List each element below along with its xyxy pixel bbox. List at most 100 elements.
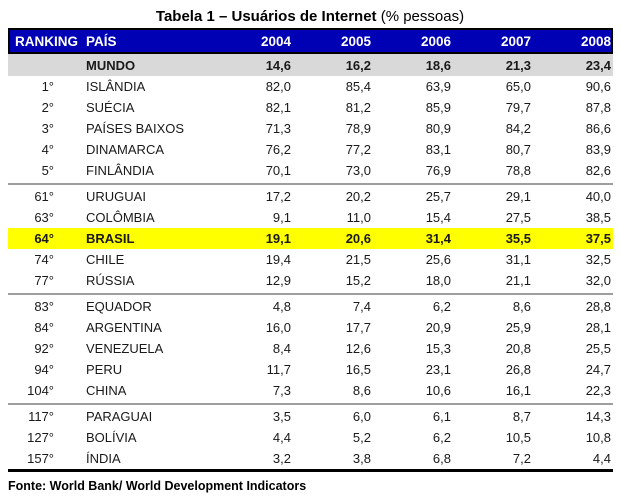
cell-value-2006: 6,8 (432, 451, 451, 466)
cell-value-2008: 40,0 (585, 189, 611, 204)
cell-country: MUNDO (86, 57, 136, 73)
table-row: 61° URUGUAI 17,2 20,2 25,7 29,1 40,0 (8, 186, 613, 207)
cell-value-2006: 18,6 (425, 57, 451, 73)
cell-country: EQUADOR (86, 299, 152, 314)
cell-value-2006: 83,1 (425, 142, 451, 157)
table-bottom-border (8, 469, 613, 472)
cell-ranking: 74° (34, 252, 54, 267)
cell-value-2006: 6,1 (432, 409, 451, 424)
cell-value-2004: 9,1 (272, 210, 291, 225)
column-header-ranking: RANKING (15, 33, 78, 49)
cell-country: FINLÂNDIA (86, 163, 154, 178)
cell-value-2004: 4,8 (272, 299, 291, 314)
table-row: 5° FINLÂNDIA 70,1 73,0 76,9 78,8 82,6 (8, 160, 613, 181)
cell-value-2004: 82,0 (265, 79, 291, 94)
cell-value-2008: 87,8 (585, 100, 611, 115)
cell-value-2008: 4,4 (592, 451, 611, 466)
cell-value-2008: 32,0 (585, 273, 611, 288)
cell-value-2007: 21,3 (505, 57, 531, 73)
cell-value-2007: 16,1 (505, 383, 531, 398)
cell-value-2005: 8,6 (352, 383, 371, 398)
cell-ranking: 83° (34, 299, 54, 314)
column-header-2007: 2007 (500, 33, 531, 49)
cell-value-2005: 81,2 (345, 100, 371, 115)
cell-value-2004: 3,2 (272, 451, 291, 466)
cell-value-2005: 78,9 (345, 121, 371, 136)
table-row: 127° BOLÍVIA 4,4 5,2 6,2 10,5 10,8 (8, 427, 613, 448)
cell-ranking: 127° (27, 430, 54, 445)
table-row: MUNDO 14,6 16,2 18,6 21,3 23,4 (8, 54, 613, 76)
cell-value-2005: 7,4 (352, 299, 371, 314)
table-row: 1° ISLÂNDIA 82,0 85,4 63,9 65,0 90,6 (8, 76, 613, 97)
section-separator (8, 291, 613, 296)
cell-value-2008: 22,3 (585, 383, 611, 398)
table-row: 74° CHILE 19,4 21,5 25,6 31,1 32,5 (8, 249, 613, 270)
cell-value-2006: 15,4 (425, 210, 451, 225)
table-header-row: RANKING PAÍS 2004 2005 2006 2007 2008 (8, 28, 613, 54)
cell-value-2006: 85,9 (425, 100, 451, 115)
cell-value-2006: 20,9 (425, 320, 451, 335)
cell-ranking: 84° (34, 320, 54, 335)
cell-value-2007: 21,1 (505, 273, 531, 288)
cell-value-2005: 16,2 (345, 57, 371, 73)
cell-ranking: 64° (34, 231, 54, 246)
table-row-highlighted: 64° BRASIL 19,1 20,6 31,4 35,5 37,5 (8, 228, 613, 249)
table-title-main: Tabela 1 – Usuários de Internet (155, 8, 377, 25)
cell-value-2005: 20,2 (345, 189, 371, 204)
cell-value-2005: 12,6 (345, 341, 371, 356)
column-header-2006: 2006 (420, 33, 451, 49)
cell-country: PAÍSES BAIXOS (86, 121, 185, 136)
cell-country: CHINA (86, 383, 127, 398)
table-row: 104° CHINA 7,3 8,6 10,6 16,1 22,3 (8, 380, 613, 401)
cell-value-2004: 4,4 (272, 430, 291, 445)
cell-value-2006: 23,1 (425, 362, 451, 377)
cell-value-2004: 11,7 (266, 362, 291, 377)
cell-value-2004: 14,6 (265, 57, 291, 73)
cell-value-2004: 17,2 (265, 189, 291, 204)
table-row: 77° RÚSSIA 12,9 15,2 18,0 21,1 32,0 (8, 270, 613, 291)
cell-value-2007: 29,1 (505, 189, 531, 204)
column-header-2005: 2005 (340, 33, 371, 49)
cell-value-2005: 20,6 (345, 231, 371, 246)
cell-value-2005: 73,0 (345, 163, 371, 178)
cell-value-2008: 38,5 (585, 210, 611, 225)
table-row: 2° SUÉCIA 82,1 81,2 85,9 79,7 87,8 (8, 97, 613, 118)
table-row: 84° ARGENTINA 16,0 17,7 20,9 25,9 28,1 (8, 317, 613, 338)
table-row: 3° PAÍSES BAIXOS 71,3 78,9 80,9 84,2 86,6 (8, 118, 613, 139)
cell-value-2004: 7,3 (272, 383, 291, 398)
section-separator (8, 401, 613, 406)
cell-value-2008: 23,4 (585, 57, 611, 73)
cell-ranking: 1° (41, 79, 54, 94)
cell-value-2008: 28,1 (585, 320, 611, 335)
cell-value-2006: 6,2 (432, 299, 451, 314)
cell-value-2008: 32,5 (585, 252, 611, 267)
cell-value-2007: 10,5 (505, 430, 531, 445)
cell-country: RÚSSIA (86, 273, 135, 288)
table-row: 63° COLÔMBIA 9,1 11,0 15,4 27,5 38,5 (8, 207, 613, 228)
cell-ranking: 3° (41, 121, 54, 136)
cell-value-2008: 14,3 (585, 409, 611, 424)
table-row: 117° PARAGUAI 3,5 6,0 6,1 8,7 14,3 (8, 406, 613, 427)
cell-value-2004: 8,4 (272, 341, 291, 356)
cell-value-2008: 37,5 (585, 231, 611, 246)
cell-country: PARAGUAI (86, 409, 153, 424)
cell-ranking: 117° (28, 409, 54, 424)
cell-value-2007: 7,2 (512, 451, 531, 466)
section-separator (8, 181, 613, 186)
cell-value-2006: 25,7 (425, 189, 451, 204)
cell-country: ÍNDIA (86, 451, 121, 466)
internet-users-table: RANKING PAÍS 2004 2005 2006 2007 2008 MUNDO 14,… (8, 28, 613, 472)
cell-value-2008: 86,6 (585, 121, 611, 136)
cell-value-2005: 21,5 (345, 252, 371, 267)
cell-value-2004: 12,9 (265, 273, 291, 288)
cell-value-2004: 19,4 (265, 252, 291, 267)
cell-value-2008: 28,8 (585, 299, 611, 314)
cell-ranking: 94° (34, 362, 54, 377)
table-title: Tabela 1 – Usuários de Internet (% pesso… (0, 0, 620, 28)
cell-country: URUGUAI (86, 189, 146, 204)
cell-country: ARGENTINA (86, 320, 162, 335)
cell-value-2007: 84,2 (505, 121, 531, 136)
cell-ranking: 4° (41, 142, 54, 157)
table-row: 157° ÍNDIA 3,2 3,8 6,8 7,2 4,4 (8, 448, 613, 469)
